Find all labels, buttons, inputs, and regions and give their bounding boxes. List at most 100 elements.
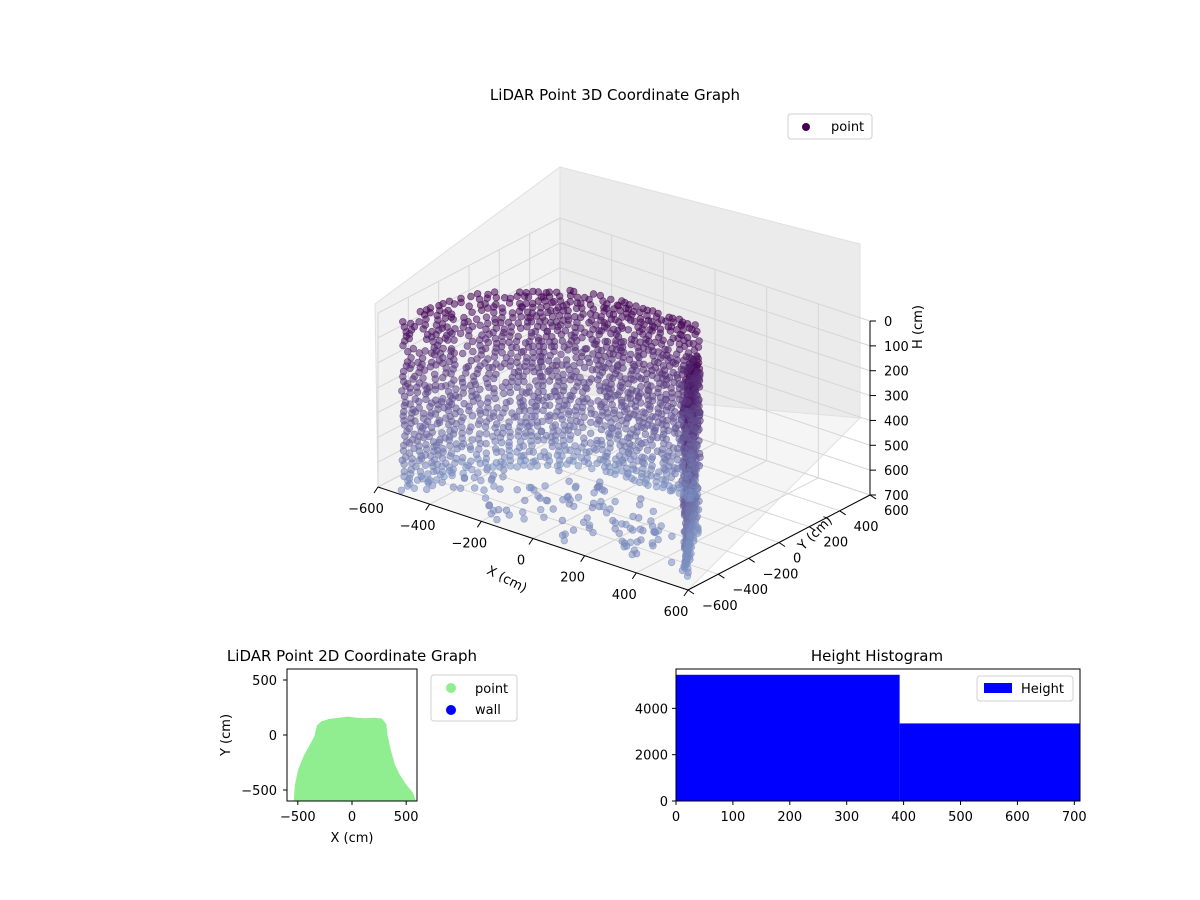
point-marker [545,416,553,425]
point-marker [559,376,568,385]
point-marker [629,512,637,521]
point-marker [585,319,593,327]
point-marker [407,354,415,362]
chart2d-legend: point wall [430,674,518,722]
point-marker [659,483,667,492]
point-marker [424,417,432,426]
x-tick-label: 0 [517,554,525,569]
point-marker [531,327,540,336]
point-marker [566,446,574,454]
point-marker [693,416,702,425]
point-marker [627,340,635,349]
point-marker [588,503,597,512]
point-marker [524,293,533,301]
point-marker [463,342,471,350]
point-marker [506,462,515,470]
point-marker [624,379,632,388]
y-tick-label: 4000 [635,702,668,717]
x-tick-label: −400 [400,519,436,534]
x-tick-label: 600 [1005,810,1030,825]
x-tick [476,521,482,528]
point-marker [422,395,430,404]
point-marker [566,435,574,444]
point-marker [684,472,692,480]
point-marker [584,459,593,468]
point-marker [564,346,572,354]
point-marker [439,373,447,382]
point-marker [465,302,473,310]
x-tick [683,589,689,597]
point-marker [628,550,636,559]
point-marker [525,388,533,396]
point-marker [456,329,465,338]
y-tick-label: 0 [660,795,668,810]
point-marker [589,290,598,298]
x-tick-label: 500 [394,810,419,825]
point-marker [419,424,427,432]
point-marker [683,572,692,580]
point-marker [539,387,547,396]
point-marker [646,405,654,413]
point-marker [569,526,578,534]
point-marker [615,529,623,537]
point-marker [405,424,413,433]
grid-line [377,217,561,314]
point-marker [455,393,463,402]
point-marker [654,535,662,544]
point-marker [565,477,573,485]
y-tick [778,542,786,547]
x-tick-label: 400 [891,810,916,825]
point-marker [541,482,549,490]
point-marker [507,349,515,358]
point-marker [406,480,414,488]
x-tick [373,486,379,494]
point-marker [425,432,433,441]
point-marker [465,406,473,415]
point-marker [421,347,429,355]
point-marker [693,490,702,499]
point-marker [585,378,593,386]
point-marker [492,293,500,302]
point-marker [505,511,513,519]
point-marker [549,505,557,513]
point-marker [668,486,676,495]
point-marker [472,315,481,323]
point-marker [611,497,619,506]
point-marker [482,313,491,321]
z-tick-label: 700 [884,489,909,504]
point-marker [481,494,490,502]
point-marker [637,495,645,503]
point-marker [468,412,477,420]
point-marker [557,350,565,359]
x-tick-label: −200 [451,536,487,551]
point-marker [571,347,580,355]
point-marker [578,388,587,396]
point-marker [490,308,498,317]
point-marker [457,417,465,425]
x-tick-label: 400 [612,588,637,603]
point-marker [468,436,476,444]
point-marker [690,355,698,364]
point-marker [556,460,564,469]
z-tick-label: 300 [884,390,909,405]
point-marker [419,325,427,333]
point-marker [482,408,490,416]
point-marker [481,359,489,367]
point-marker [520,515,528,523]
point-marker [570,422,578,431]
point-marker [462,369,470,377]
point-marker [431,386,439,394]
point-marker [509,313,517,322]
point-marker [592,446,600,454]
point-marker [423,485,431,494]
x-tick-label: −600 [348,502,384,517]
x-tick-label: −500 [280,810,316,825]
point-marker [519,442,527,450]
point-marker [602,509,611,517]
chart2d-ticks: −500−500 0 0 500 500 [241,674,418,825]
point-marker [633,538,641,546]
point-marker [464,318,472,326]
point-marker [497,342,506,351]
point-marker [534,492,542,500]
point-marker [643,446,652,454]
